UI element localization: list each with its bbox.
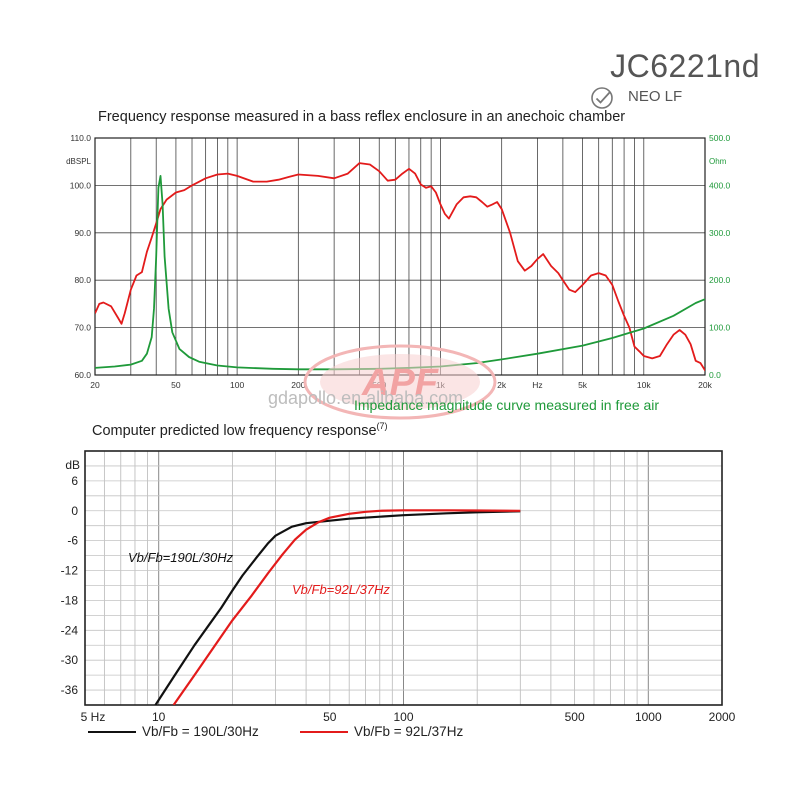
frequency-response-chart: 60.0 70.0 80.0 90.0 100.0 110.0 dBSPL 0.0 100.0 2…: [66, 133, 731, 390]
curve-190l-30hz: [154, 510, 521, 705]
x-tick-label: 50: [323, 710, 337, 724]
x-tick-label: 10k: [637, 380, 651, 390]
legend-item-92l: Vb/Fb = 92L/37Hz: [300, 724, 463, 739]
x-tick-label: 5 Hz: [81, 710, 106, 724]
series-label: NEO LF: [628, 88, 683, 105]
x-tick-label: 50: [171, 380, 181, 390]
y-tick-label: -12: [61, 564, 79, 578]
y-axis-label: dB: [65, 458, 80, 472]
y-right-axis-label: Ohm: [709, 157, 727, 166]
y-right-tick-label: 0.0: [709, 370, 721, 380]
y-tick-label: 70.0: [74, 323, 91, 333]
chart2-legend: Vb/Fb = 190L/30Hz Vb/Fb = 92L/37Hz: [88, 724, 548, 744]
model-name: JC6221nd: [610, 48, 760, 84]
predicted-response-chart: dB 6 0 -6 -12 -18 -24 -30 -365 Hz 10 50 100 500 1000 2…: [61, 450, 736, 724]
legend-label-92l: Vb/Fb = 92L/37Hz: [354, 724, 464, 739]
legend-label-190l: Vb/Fb = 190L/30Hz: [142, 724, 259, 739]
y-tick-label: 100.0: [70, 180, 92, 190]
y-right-tick-label: 100.0: [709, 323, 731, 333]
curve-92l-37hz: [172, 509, 521, 705]
y-tick-label: 110.0: [70, 133, 91, 143]
y-tick-label: -30: [61, 653, 79, 667]
x-tick-label: 200: [291, 380, 305, 390]
x-tick-label: 20k: [698, 380, 712, 390]
y-tick-label: 60.0: [74, 370, 91, 380]
y-right-tick-label: 200.0: [709, 275, 731, 285]
y-right-tick-label: 400.0: [709, 180, 731, 190]
y-tick-label: 0: [71, 504, 78, 518]
x-tick-label: 100: [393, 710, 413, 724]
chart2-title: Computer predicted low frequency respons…: [92, 421, 388, 439]
spl-curve: [95, 162, 705, 372]
y-tick-label: -6: [67, 534, 78, 548]
x-tick-label: 500: [565, 710, 585, 724]
x-tick-label: 20: [90, 380, 100, 390]
legend-swatch-red: [300, 731, 348, 734]
annotation-190l: Vb/Fb=190L/30Hz: [128, 550, 234, 565]
apf-logo: APF: [300, 342, 500, 427]
annotation-92l: Vb/Fb=92L/37Hz: [292, 582, 390, 597]
watermark-text: gdapollo.en.alibaba.com: [268, 388, 464, 408]
y-tick-label: 6: [71, 474, 78, 488]
x-tick-label: 5k: [578, 380, 588, 390]
x-tick-label: 1000: [635, 710, 662, 724]
check-circle-icon: [591, 87, 613, 109]
legend-swatch-black: [88, 731, 136, 734]
y-right-tick-label: 300.0: [709, 228, 731, 238]
x-tick-label: Hz: [532, 380, 542, 390]
impedance-curve: [95, 175, 705, 371]
chart1-title: Frequency response measured in a bass re…: [98, 109, 626, 125]
y-tick-label: -18: [61, 593, 79, 607]
x-tick-label: 2k: [497, 380, 507, 390]
y-tick-label: 80.0: [74, 275, 91, 285]
x-tick-label: 100: [230, 380, 244, 390]
y-tick-label: 90.0: [74, 228, 91, 238]
x-tick-label: 2000: [709, 710, 736, 724]
legend-item-190l: Vb/Fb = 190L/30Hz: [88, 724, 259, 739]
impedance-note: Impedance magnitude curve measured in fr…: [354, 397, 660, 413]
x-tick-label: 10: [152, 710, 166, 724]
series-badge: NEO LF: [588, 86, 708, 112]
y-tick-label: -36: [61, 683, 79, 697]
y-tick-label: -24: [61, 623, 79, 637]
logo-text: APF: [361, 362, 440, 404]
y-right-tick-label: 500.0: [709, 133, 731, 143]
plot-frame: [84, 450, 723, 706]
y-axis-label: dBSPL: [66, 157, 91, 166]
